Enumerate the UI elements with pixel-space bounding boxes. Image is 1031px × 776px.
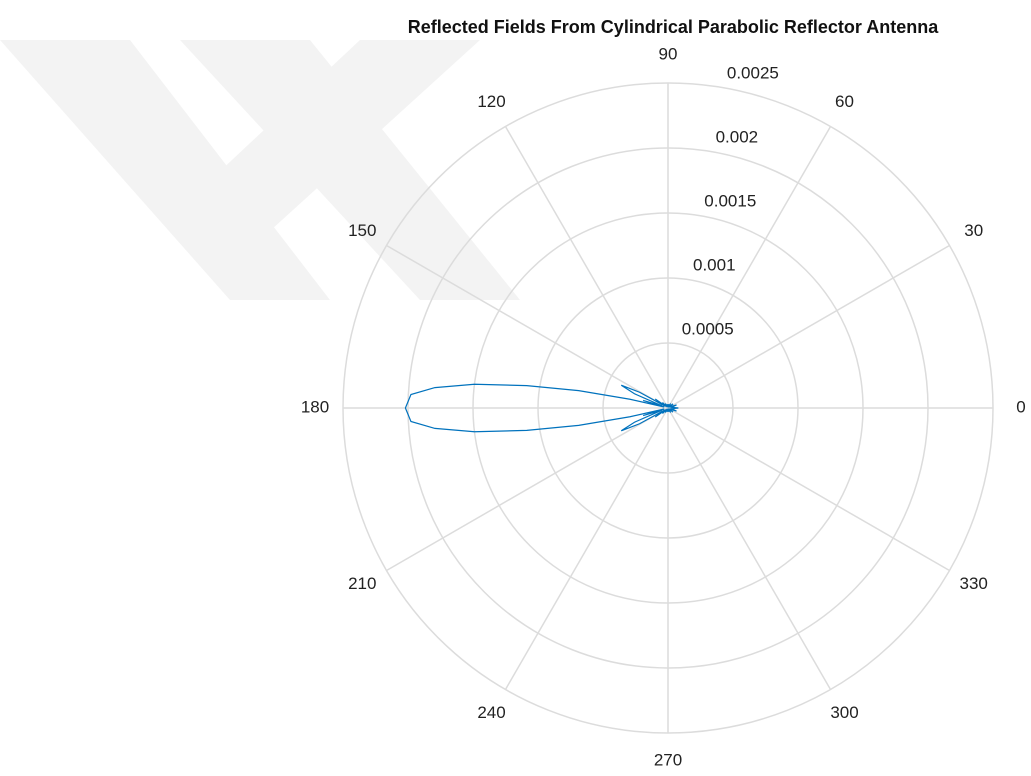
grid-spoke (667, 407, 950, 572)
theta-tick-label: 30 (964, 221, 983, 240)
watermark-stroke (180, 40, 520, 300)
r-tick-label: 0.002 (716, 128, 759, 147)
theta-tick-label: 60 (835, 92, 854, 111)
polar-line (404, 383, 679, 433)
r-tick-label: 0.0025 (727, 64, 779, 83)
grid-spoke (386, 407, 669, 572)
theta-tick-label: 240 (477, 703, 505, 722)
grid-spoke (667, 407, 832, 690)
theta-tick-label: 120 (477, 92, 505, 111)
watermark-stroke (200, 40, 480, 240)
grid-spoke (667, 244, 950, 409)
r-tick-label: 0.0005 (682, 320, 734, 339)
r-tick-label: 0.001 (693, 256, 736, 275)
theta-tick-label: 150 (348, 221, 376, 240)
chart-title: Reflected Fields From Cylindrical Parabo… (408, 17, 939, 37)
grid-spoke (386, 244, 669, 409)
watermark-stroke (0, 40, 330, 300)
watermark (0, 40, 520, 300)
theta-tick-label: 0 (1016, 397, 1025, 416)
theta-tick-label: 90 (659, 44, 678, 63)
theta-tick-label: 270 (654, 750, 682, 769)
grid-spoke (504, 126, 669, 409)
grid-spoke (667, 126, 832, 409)
theta-tick-label: 330 (960, 574, 988, 593)
theta-tick-label: 300 (830, 703, 858, 722)
grid-spoke (504, 407, 669, 690)
theta-tick-label: 180 (301, 397, 329, 416)
theta-tick-label: 210 (348, 574, 376, 593)
r-tick-label: 0.0015 (704, 192, 756, 211)
